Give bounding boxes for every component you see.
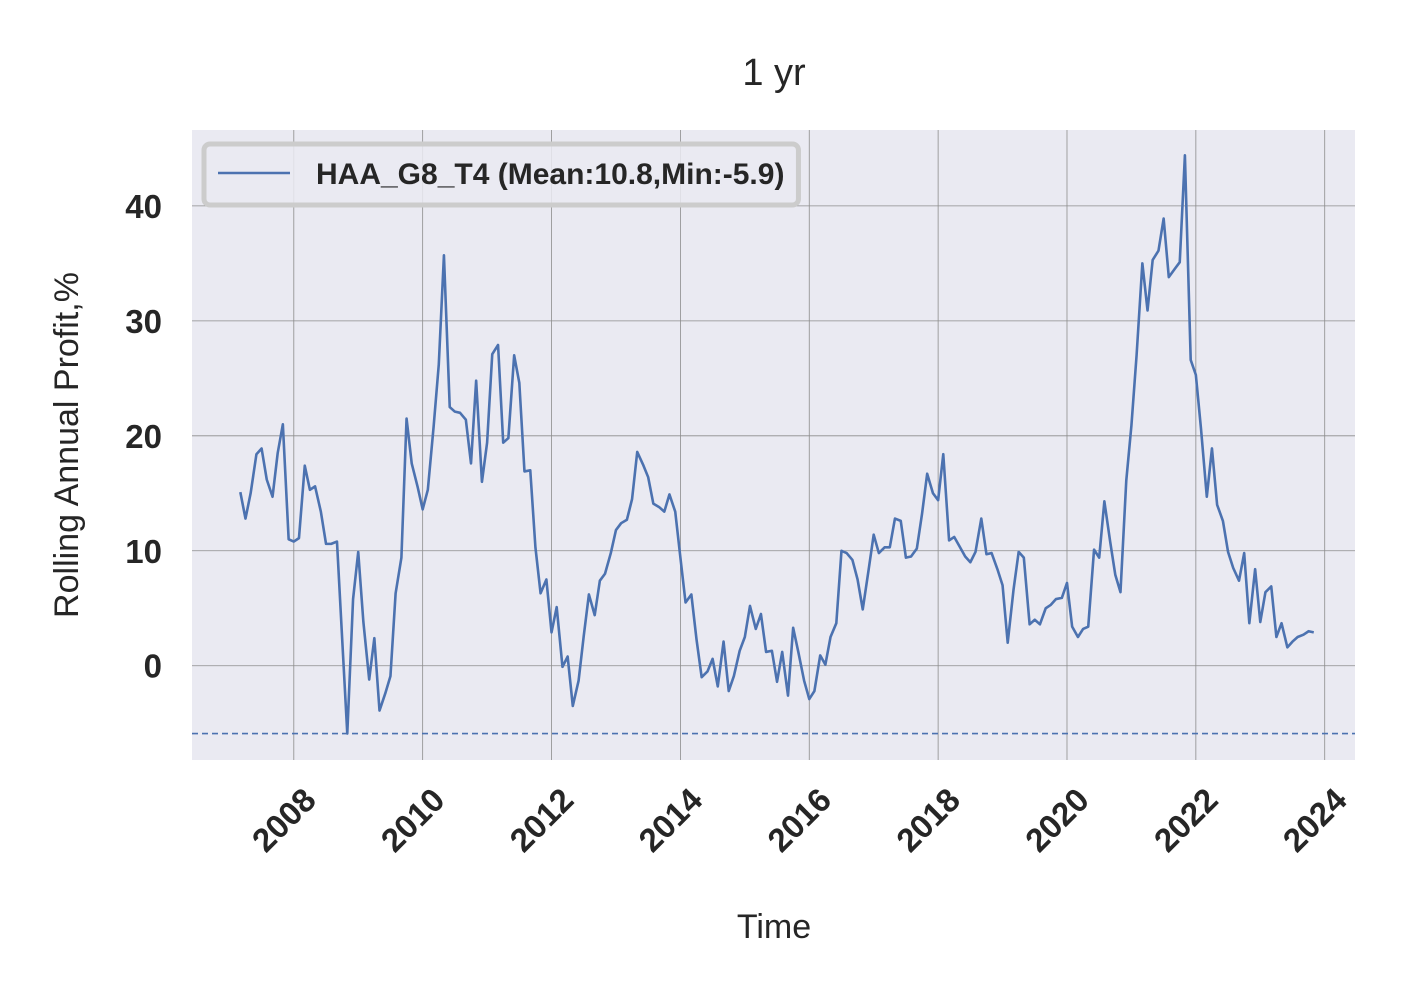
y-tick-label: 0 xyxy=(144,648,162,685)
y-axis-label: Rolling Annual Profit,% xyxy=(48,272,86,618)
x-tick-label: 2008 xyxy=(245,781,323,859)
x-tick-label: 2016 xyxy=(760,781,838,859)
x-tick-label: 2020 xyxy=(1018,781,1096,859)
y-tick-label: 40 xyxy=(125,188,162,225)
legend: HAA_G8_T4 (Mean:10.8,Min:-5.9) xyxy=(201,141,801,208)
x-tick-label: 2014 xyxy=(631,780,710,859)
x-tick-label: 2022 xyxy=(1147,781,1225,859)
y-tick-label: 20 xyxy=(125,418,162,455)
x-tick-label: 2012 xyxy=(502,781,580,859)
y-tick-label: 10 xyxy=(125,533,162,570)
y-tick-label: 30 xyxy=(125,303,162,340)
x-tick-label: 2024 xyxy=(1276,780,1355,859)
x-tick-label: 2018 xyxy=(889,781,967,859)
data-line xyxy=(239,153,1315,735)
x-axis-label: Time xyxy=(737,908,811,946)
chart-title: 1 yr xyxy=(742,52,806,94)
legend-label: HAA_G8_T4 (Mean:10.8,Min:-5.9) xyxy=(316,158,784,191)
legend-box xyxy=(201,141,801,208)
x-tick-label: 2010 xyxy=(374,781,452,859)
